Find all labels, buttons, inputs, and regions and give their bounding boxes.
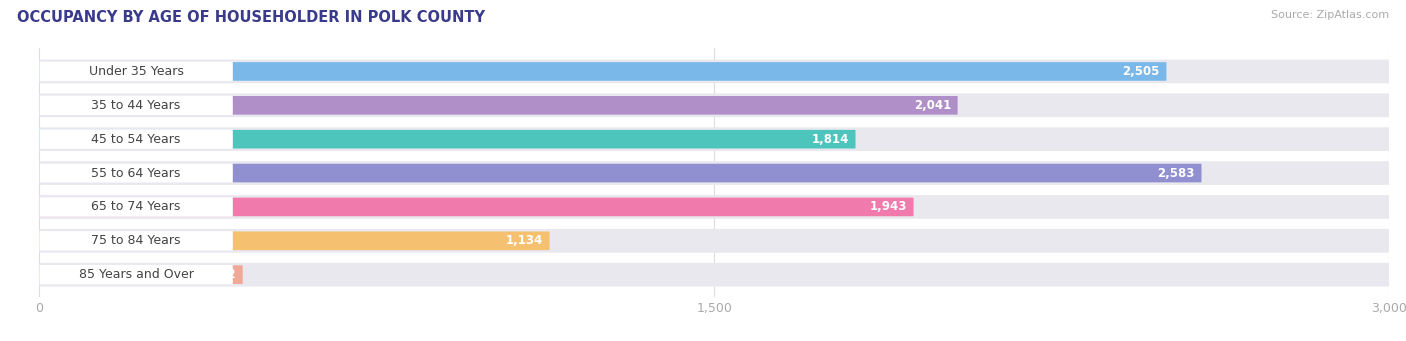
FancyBboxPatch shape: [39, 197, 233, 217]
Text: Under 35 Years: Under 35 Years: [89, 65, 184, 78]
Text: 1,814: 1,814: [811, 133, 849, 146]
Text: 2,041: 2,041: [914, 99, 950, 112]
Text: 2,505: 2,505: [1122, 65, 1160, 78]
FancyBboxPatch shape: [39, 232, 550, 250]
Text: 85 Years and Over: 85 Years and Over: [79, 268, 194, 281]
FancyBboxPatch shape: [39, 60, 1389, 83]
FancyBboxPatch shape: [39, 127, 1389, 151]
FancyBboxPatch shape: [39, 93, 1389, 117]
Text: 75 to 84 Years: 75 to 84 Years: [91, 234, 181, 247]
Text: 65 to 74 Years: 65 to 74 Years: [91, 201, 181, 213]
FancyBboxPatch shape: [39, 265, 233, 284]
FancyBboxPatch shape: [39, 163, 233, 183]
FancyBboxPatch shape: [39, 164, 1202, 182]
FancyBboxPatch shape: [39, 197, 914, 216]
Text: 1,943: 1,943: [869, 201, 907, 213]
Text: 1,134: 1,134: [506, 234, 543, 247]
FancyBboxPatch shape: [39, 161, 1389, 185]
FancyBboxPatch shape: [39, 95, 233, 115]
FancyBboxPatch shape: [39, 130, 855, 148]
FancyBboxPatch shape: [39, 265, 243, 284]
FancyBboxPatch shape: [39, 62, 1167, 81]
FancyBboxPatch shape: [39, 231, 233, 251]
Text: 35 to 44 Years: 35 to 44 Years: [91, 99, 181, 112]
FancyBboxPatch shape: [39, 263, 1389, 286]
Text: 452: 452: [211, 268, 236, 281]
FancyBboxPatch shape: [39, 195, 1389, 219]
Text: 55 to 64 Years: 55 to 64 Years: [91, 166, 181, 180]
FancyBboxPatch shape: [39, 130, 233, 149]
Text: Source: ZipAtlas.com: Source: ZipAtlas.com: [1271, 10, 1389, 20]
FancyBboxPatch shape: [39, 62, 233, 81]
Text: 45 to 54 Years: 45 to 54 Years: [91, 133, 181, 146]
FancyBboxPatch shape: [39, 229, 1389, 253]
FancyBboxPatch shape: [39, 96, 957, 115]
Text: 2,583: 2,583: [1157, 166, 1195, 180]
Text: OCCUPANCY BY AGE OF HOUSEHOLDER IN POLK COUNTY: OCCUPANCY BY AGE OF HOUSEHOLDER IN POLK …: [17, 10, 485, 25]
